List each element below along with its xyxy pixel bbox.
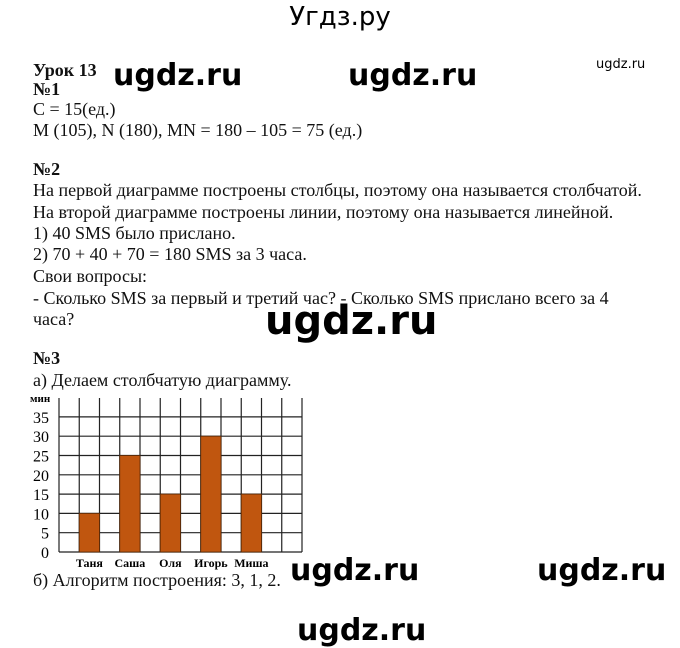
bar — [240, 493, 262, 553]
task2-line: На второй диаграмме построены линии, поэ… — [33, 202, 614, 222]
y-tick-label: 25 — [33, 449, 49, 466]
x-tick-label: Саша — [114, 556, 145, 570]
task1-line: C = 15(ед.) — [33, 99, 116, 119]
task3-label: №3 — [33, 348, 61, 368]
task2-line: 2) 70 + 40 + 70 = 180 SMS за 3 часа. — [33, 244, 307, 264]
bar — [78, 513, 100, 553]
task1-line: M (105), N (180), MN = 180 – 105 = 75 (е… — [33, 120, 363, 140]
x-tick-label: Игорь — [194, 556, 228, 570]
task2-line: Свои вопросы: — [33, 266, 148, 286]
x-tick-label: Миша — [234, 556, 268, 570]
y-tick-label: 0 — [41, 545, 49, 562]
watermark: ugdz.ru — [348, 58, 478, 93]
watermark: ugdz.ru — [537, 553, 667, 588]
y-tick-label: 10 — [33, 506, 49, 523]
y-tick-label: 30 — [33, 429, 49, 446]
x-tick-label: Оля — [159, 556, 182, 570]
watermark: ugdz.ru — [265, 298, 438, 344]
task2-line: 1) 40 SMS было прислано. — [33, 223, 236, 243]
bar — [119, 455, 141, 553]
y-tick-label: 5 — [41, 526, 49, 543]
y-tick-label: 20 — [33, 468, 49, 485]
task2-label: №2 — [33, 159, 61, 179]
watermark: ugdz.ru — [113, 58, 243, 93]
task2-line: - Сколько SMS за первый и третий час? - … — [33, 288, 609, 308]
site-title: Угдз.ру — [289, 2, 391, 32]
lesson-title: Урок 13 — [33, 60, 97, 80]
bar — [159, 493, 181, 553]
task3-line-a: а) Делаем столбчатую диаграмму. — [33, 370, 292, 390]
watermark: ugdz.ru — [297, 613, 427, 648]
x-tick-label: Таня — [76, 556, 104, 570]
watermark-small: ugdz.ru — [596, 57, 646, 72]
task1-label: №1 — [33, 79, 61, 99]
task2-line: часа? — [33, 309, 75, 329]
task3-line-b: б) Алгоритм построения: 3, 1, 2. — [33, 570, 281, 590]
bar-chart: 0 5 10 15 20 25 30 35 мин Таня Саша Оля Игорь Миша — [30, 393, 303, 570]
bar — [200, 435, 222, 553]
y-tick-label: 15 — [33, 487, 49, 504]
task2-line: На первой диаграмме построены столбцы, п… — [33, 180, 642, 200]
watermark: ugdz.ru — [290, 553, 420, 588]
y-axis-label: мин — [30, 393, 51, 405]
y-tick-label: 35 — [33, 410, 49, 427]
